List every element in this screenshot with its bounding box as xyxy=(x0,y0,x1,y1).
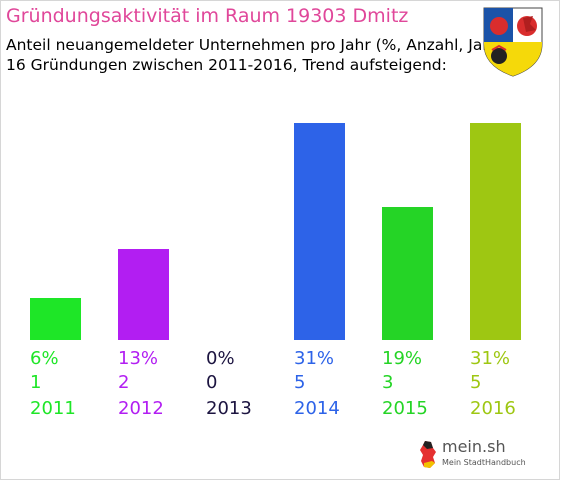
logo-name: mein.sh xyxy=(442,437,506,456)
coat-of-arms-icon xyxy=(483,7,543,77)
logo-tagline: Mein StadtHandbuch xyxy=(442,458,526,467)
year-label-2014: 2014 xyxy=(294,398,340,419)
chart-summary: 16 Gründungen zwischen 2011-2016, Trend … xyxy=(6,56,447,74)
count-label-2016: 5 xyxy=(470,372,481,393)
brand-logo: mein.sh Mein StadtHandbuch xyxy=(418,436,528,472)
chart-title: Gründungsaktivität im Raum 19303 Dmitz xyxy=(6,5,409,27)
count-label-2011: 1 xyxy=(30,372,41,393)
year-label-2012: 2012 xyxy=(118,398,164,419)
bar-2016 xyxy=(470,123,521,340)
count-label-2015: 3 xyxy=(382,372,393,393)
count-label-2014: 5 xyxy=(294,372,305,393)
count-label-2012: 2 xyxy=(118,372,129,393)
percent-label-2013: 0% xyxy=(206,348,235,369)
percent-label-2014: 31% xyxy=(294,348,334,369)
bar-2011 xyxy=(30,298,81,340)
year-label-2016: 2016 xyxy=(470,398,516,419)
year-label-2015: 2015 xyxy=(382,398,428,419)
bar-2014 xyxy=(294,123,345,340)
year-label-2011: 2011 xyxy=(30,398,76,419)
percent-label-2016: 31% xyxy=(470,348,510,369)
percent-label-2012: 13% xyxy=(118,348,158,369)
germany-map-icon xyxy=(420,441,436,468)
count-label-2013: 0 xyxy=(206,372,217,393)
percent-label-2015: 19% xyxy=(382,348,422,369)
percent-label-2011: 6% xyxy=(30,348,59,369)
bar-2012 xyxy=(118,249,169,340)
bar-2015 xyxy=(382,207,433,340)
year-label-2013: 2013 xyxy=(206,398,252,419)
chart-subtitle: Anteil neuangemeldeter Unternehmen pro J… xyxy=(6,36,505,54)
